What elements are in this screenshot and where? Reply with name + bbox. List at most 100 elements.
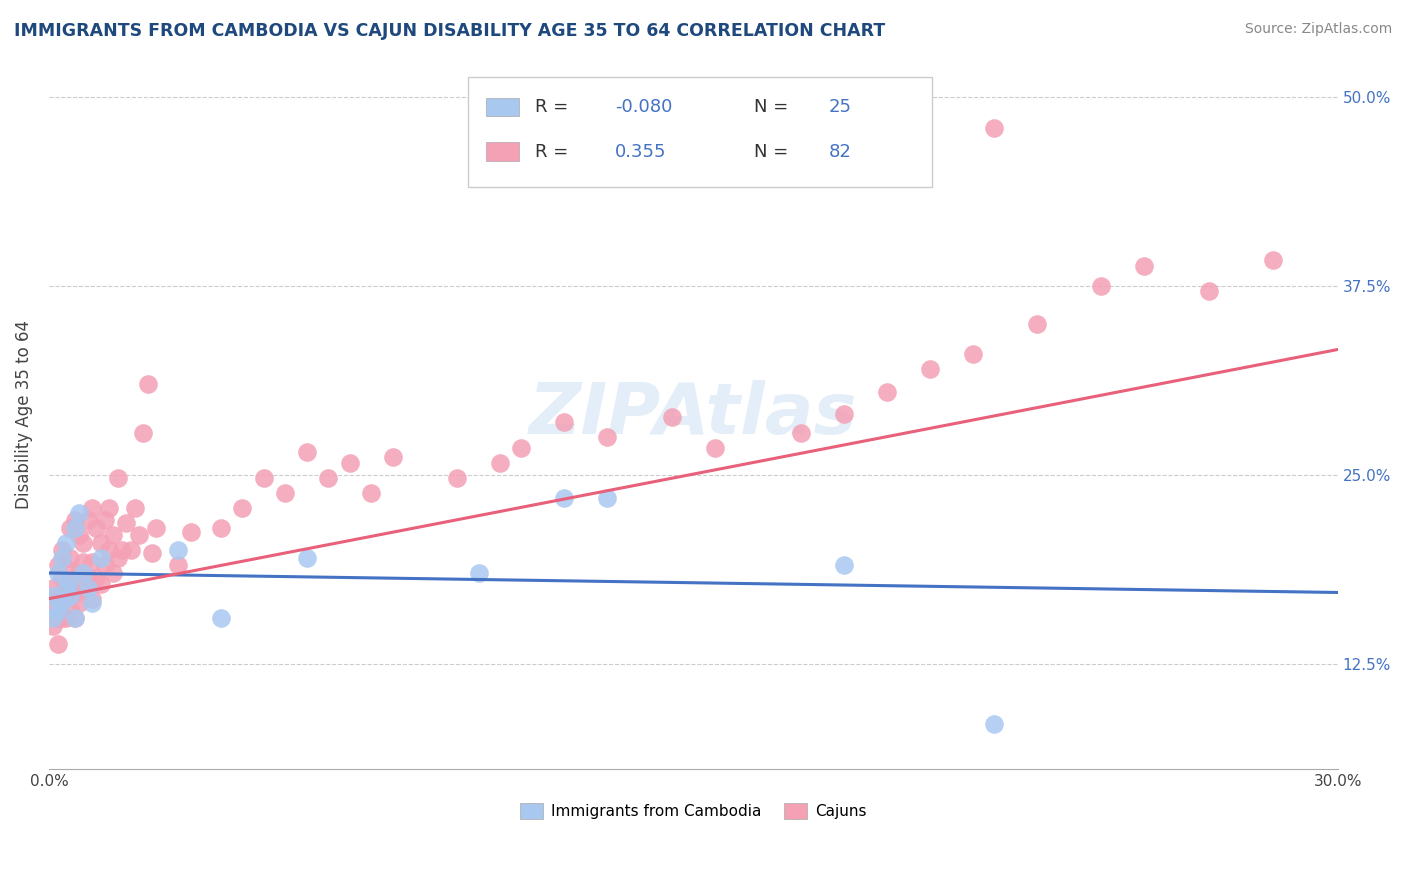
Point (42, 619, 65, 633)
Point (46, 589, 69, 603)
Point (72, 581, 94, 595)
Point (876, 384, 898, 399)
Point (703, 441, 725, 455)
Point (63, 585, 86, 599)
Text: 0.355: 0.355 (614, 143, 666, 161)
Y-axis label: Disability Age 35 to 64: Disability Age 35 to 64 (15, 320, 32, 509)
Point (98, 543, 121, 558)
Point (1090, 279, 1112, 293)
Point (1198, 284, 1220, 298)
Point (63, 611, 86, 625)
Point (76, 570, 98, 584)
Point (145, 521, 167, 535)
Point (661, 410, 683, 425)
Point (67, 506, 90, 520)
Point (51, 591, 73, 606)
Point (80, 501, 103, 516)
Point (84, 570, 107, 584)
Point (55, 585, 77, 599)
Point (360, 486, 382, 500)
Point (80, 591, 103, 606)
Point (209, 521, 232, 535)
Point (166, 558, 188, 573)
Point (180, 525, 202, 540)
Point (46, 566, 69, 580)
Point (55, 536, 77, 550)
Point (84, 521, 107, 535)
Point (510, 441, 533, 455)
Point (918, 362, 941, 376)
Point (94, 513, 117, 527)
Point (832, 558, 855, 573)
Text: N =: N = (754, 143, 789, 161)
Point (51, 611, 73, 625)
Point (76, 581, 98, 595)
Point (274, 486, 297, 500)
Point (55, 561, 77, 575)
Point (59, 574, 82, 588)
Point (46, 611, 69, 625)
Point (553, 415, 575, 429)
Point (72, 556, 94, 570)
Point (98, 501, 121, 516)
Point (51, 543, 73, 558)
Legend: Immigrants from Cambodia, Cajuns: Immigrants from Cambodia, Cajuns (515, 797, 872, 825)
Point (63, 513, 86, 527)
Point (89, 550, 111, 565)
Point (120, 543, 142, 558)
Point (983, 717, 1005, 731)
Point (128, 528, 150, 542)
Point (209, 611, 232, 625)
Point (42, 611, 65, 625)
Point (59, 600, 82, 615)
Point (124, 501, 146, 516)
Point (381, 450, 404, 464)
Point (489, 456, 512, 470)
Point (295, 550, 318, 565)
Point (55, 611, 77, 625)
Point (55, 581, 77, 595)
Text: IMMIGRANTS FROM CAMBODIA VS CAJUN DISABILITY AGE 35 TO 64 CORRELATION CHART: IMMIGRANTS FROM CAMBODIA VS CAJUN DISABI… (14, 22, 886, 40)
Point (107, 471, 129, 485)
Point (596, 430, 619, 444)
Point (983, 120, 1005, 135)
Point (59, 576, 82, 591)
Bar (486, 142, 519, 161)
Point (789, 425, 811, 440)
Point (67, 566, 90, 580)
Point (94, 558, 117, 573)
Point (59, 589, 82, 603)
Text: R =: R = (534, 143, 568, 161)
Point (89, 536, 111, 550)
Point (467, 566, 489, 580)
Text: R =: R = (534, 98, 568, 116)
Point (76, 513, 98, 527)
Point (67, 528, 90, 542)
Text: 82: 82 (828, 143, 852, 161)
Point (63, 611, 86, 625)
Point (59, 550, 82, 565)
Point (103, 528, 125, 542)
Point (67, 596, 90, 610)
Text: -0.080: -0.080 (614, 98, 672, 116)
Point (46, 604, 69, 618)
Point (316, 471, 339, 485)
Point (596, 491, 619, 505)
Point (51, 570, 73, 584)
Text: Source: ZipAtlas.com: Source: ZipAtlas.com (1244, 22, 1392, 37)
Point (111, 543, 134, 558)
Point (46, 558, 69, 573)
Point (553, 491, 575, 505)
Point (51, 596, 73, 610)
Point (446, 471, 468, 485)
Point (103, 566, 125, 580)
Point (107, 550, 129, 565)
Bar (468, 78, 932, 187)
Point (89, 576, 111, 591)
Bar (486, 97, 519, 116)
Point (59, 521, 82, 535)
Text: N =: N = (754, 98, 789, 116)
Point (132, 425, 155, 440)
Point (42, 596, 65, 610)
Point (72, 536, 94, 550)
